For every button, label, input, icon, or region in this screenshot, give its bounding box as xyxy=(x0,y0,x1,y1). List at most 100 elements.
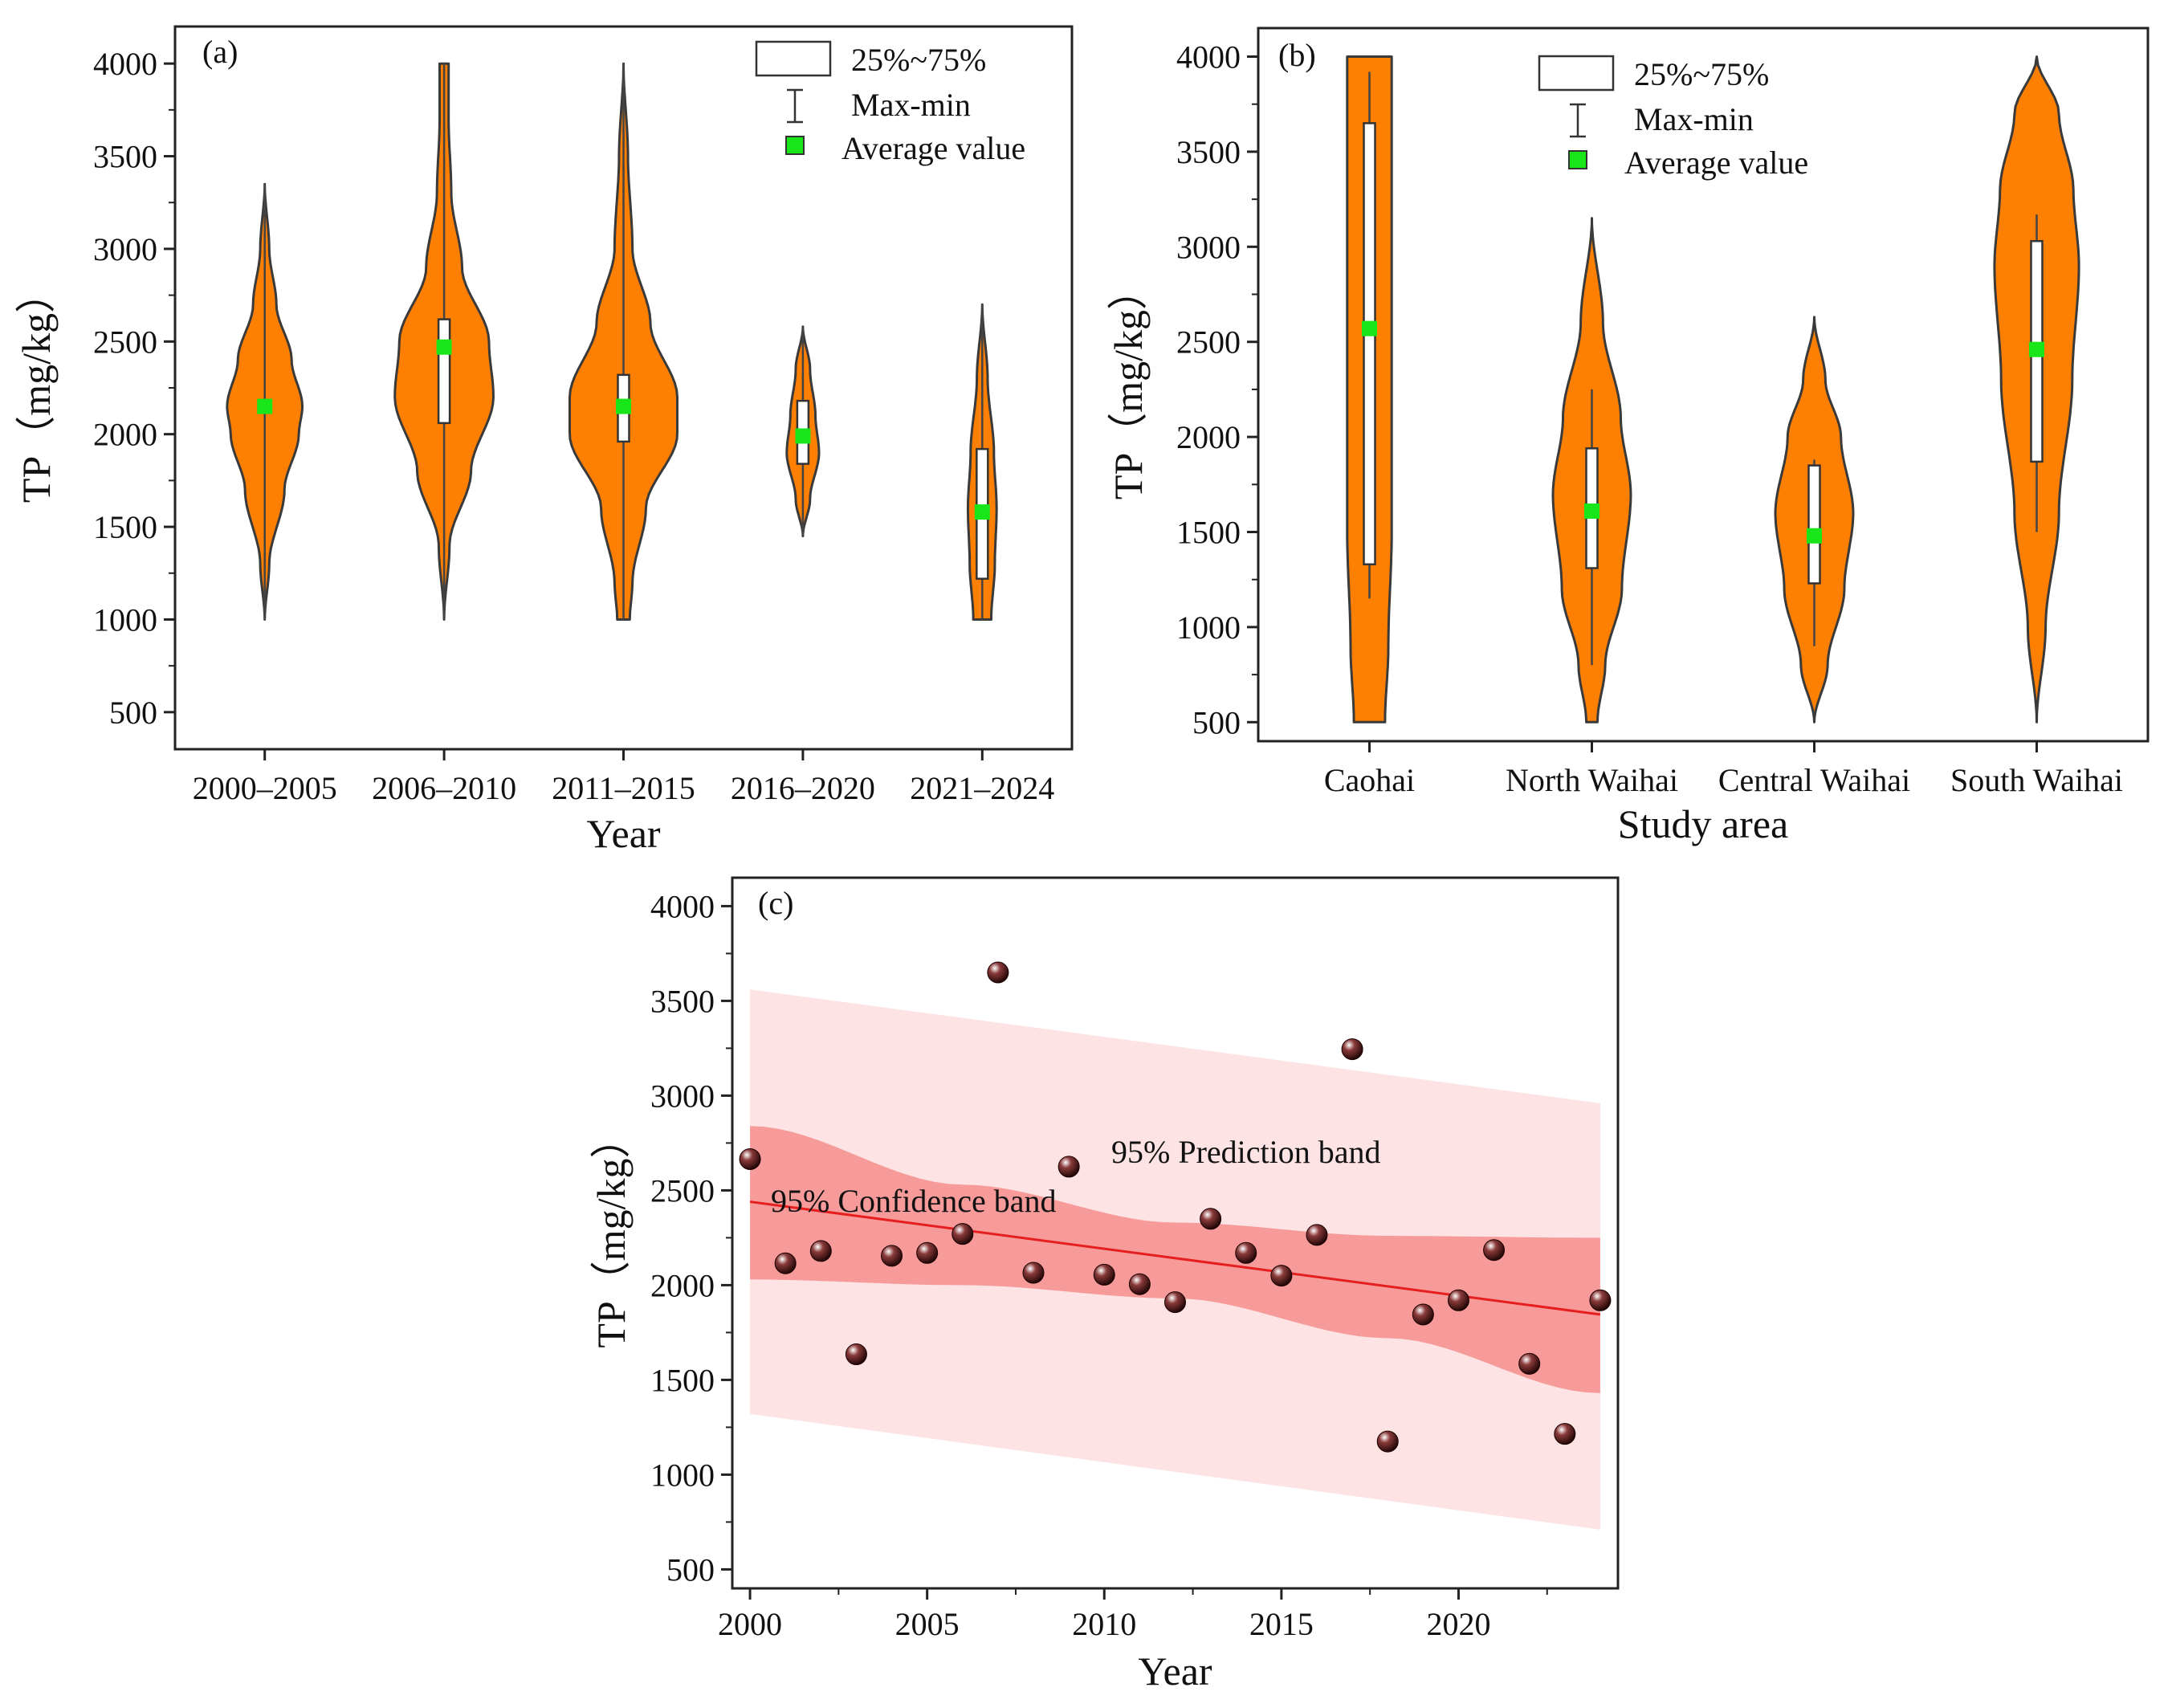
x-axis-title: Year xyxy=(1138,1649,1212,1694)
y-tick-label: 3500 xyxy=(93,139,157,175)
data-point xyxy=(739,1147,761,1170)
mean-marker xyxy=(2029,341,2044,357)
data-point xyxy=(1235,1241,1257,1264)
mean-marker xyxy=(1807,528,1822,544)
y-tick-label: 1000 xyxy=(650,1457,715,1493)
x-tick-label: Central Waihai xyxy=(1718,762,1910,798)
y-tick-label: 500 xyxy=(109,695,157,731)
data-point xyxy=(1164,1291,1186,1314)
data-point xyxy=(881,1245,903,1267)
violin-group: 2000–2005 xyxy=(193,182,337,806)
y-tick-label: 3500 xyxy=(650,983,715,1019)
data-point xyxy=(1270,1265,1293,1287)
y-tick-label: 500 xyxy=(666,1551,715,1588)
panel-b-violin-by-area: 500 1000 1500 2000 2500 3000 3500 4000 Caohai Nor… xyxy=(1106,26,2150,846)
x-tick-label: 2021–2024 xyxy=(910,770,1054,806)
x-tick-label: Caohai xyxy=(1324,762,1415,798)
x-tick-label: 2010 xyxy=(1072,1606,1136,1642)
data-point xyxy=(774,1252,797,1274)
y-tick-label: 3000 xyxy=(1176,229,1241,265)
data-point xyxy=(1589,1289,1612,1311)
mean-marker xyxy=(1362,320,1377,336)
data-point xyxy=(809,1240,832,1262)
x-tick-label: 2000–2005 xyxy=(193,770,337,806)
iqr-box xyxy=(437,318,451,425)
violin-group: 2011–2015 xyxy=(552,62,695,806)
x-tick-label: 2000 xyxy=(718,1606,782,1642)
data-point xyxy=(845,1343,867,1366)
mean-marker xyxy=(974,504,990,520)
y-tick-label: 1500 xyxy=(1176,515,1241,551)
y-tick-label: 500 xyxy=(1192,704,1241,740)
violin-group: Central Waihai xyxy=(1718,316,1910,798)
violin-group: South Waihai xyxy=(1950,55,2123,798)
y-tick-label: 3500 xyxy=(1176,134,1241,170)
y-tick-label: 2000 xyxy=(1176,419,1241,455)
violin-group: 2021–2024 xyxy=(910,303,1054,806)
mean-marker xyxy=(795,428,811,444)
x-tick-label: 2005 xyxy=(895,1606,960,1642)
mean-marker xyxy=(1584,503,1599,519)
y-tick-label: 1000 xyxy=(1176,609,1241,646)
legend-box-label: 25%~75% xyxy=(1634,56,1769,92)
x-tick-label: 2011–2015 xyxy=(552,770,695,806)
y-tick-label: 4000 xyxy=(650,888,715,924)
data-point xyxy=(1341,1038,1363,1061)
data-point xyxy=(1412,1303,1434,1326)
panel-label: (c) xyxy=(758,885,793,921)
violin-group: Caohai xyxy=(1324,55,1415,798)
data-point xyxy=(1483,1239,1506,1262)
violin-group: North Waihai xyxy=(1506,217,1678,798)
y-tick-label: 4000 xyxy=(1176,39,1241,75)
mean-marker xyxy=(257,398,273,414)
data-point xyxy=(952,1223,974,1245)
legend-whisker-label: Max-min xyxy=(1634,101,1754,137)
legend-box-label: 25%~75% xyxy=(851,42,986,78)
legend-mean-marker xyxy=(785,136,805,155)
legend-mean-label: Average value xyxy=(1624,145,1808,181)
iqr-box xyxy=(1363,122,1376,566)
panel-label: (b) xyxy=(1278,37,1316,73)
data-point xyxy=(1554,1423,1576,1445)
prediction-band-label: 95% Prediction band xyxy=(1111,1134,1381,1170)
legend-mean-marker xyxy=(1568,150,1587,169)
y-axis-title: TP（mg/kg） xyxy=(1106,270,1151,499)
y-tick-label: 1000 xyxy=(93,601,157,638)
y-tick-label: 3000 xyxy=(93,231,157,267)
data-point xyxy=(916,1241,939,1264)
x-tick-label: South Waihai xyxy=(1950,762,2123,798)
y-tick-label: 1500 xyxy=(650,1362,715,1398)
legend-mean-label: Average value xyxy=(841,130,1025,166)
panel-c-scatter-trend: 500 1000 1500 2000 2500 3000 3500 4000 2000 2005 2… xyxy=(589,876,1620,1694)
y-tick-label: 2500 xyxy=(93,324,157,360)
x-tick-label: North Waihai xyxy=(1506,762,1678,798)
y-axis-title: TP（mg/kg） xyxy=(14,273,59,503)
plot-frame xyxy=(1257,26,2150,743)
y-axis-title: TP（mg/kg） xyxy=(589,1118,634,1347)
y-tick-label: 2000 xyxy=(93,417,157,453)
violin-group: 2016–2020 xyxy=(731,325,875,806)
data-point xyxy=(1093,1263,1115,1286)
legend-box-swatch xyxy=(755,40,832,77)
confidence-band xyxy=(750,1126,1600,1393)
mean-marker xyxy=(436,339,452,355)
x-tick-label: 2016–2020 xyxy=(731,770,875,806)
data-point xyxy=(1518,1352,1541,1375)
y-tick-label: 3000 xyxy=(650,1078,715,1114)
data-point xyxy=(1022,1262,1045,1284)
data-point xyxy=(1057,1156,1080,1178)
panel-a-violin-by-year: 500 1000 1500 2000 2500 3000 3500 4000 2000–2005… xyxy=(14,25,1074,856)
data-point xyxy=(1200,1208,1222,1230)
x-tick-label: 2020 xyxy=(1426,1606,1490,1642)
violin-group: 2006–2010 xyxy=(372,62,516,806)
x-tick-label: 2006–2010 xyxy=(372,770,516,806)
data-point xyxy=(987,961,1009,984)
iqr-box xyxy=(1807,464,1821,585)
y-tick-label: 2500 xyxy=(1176,324,1241,361)
legend-whisker-label: Max-min xyxy=(851,87,971,123)
data-point xyxy=(1447,1289,1469,1311)
y-tick-label: 4000 xyxy=(93,46,157,82)
x-tick-label: 2015 xyxy=(1249,1606,1314,1642)
plot-frame xyxy=(731,876,1620,1590)
